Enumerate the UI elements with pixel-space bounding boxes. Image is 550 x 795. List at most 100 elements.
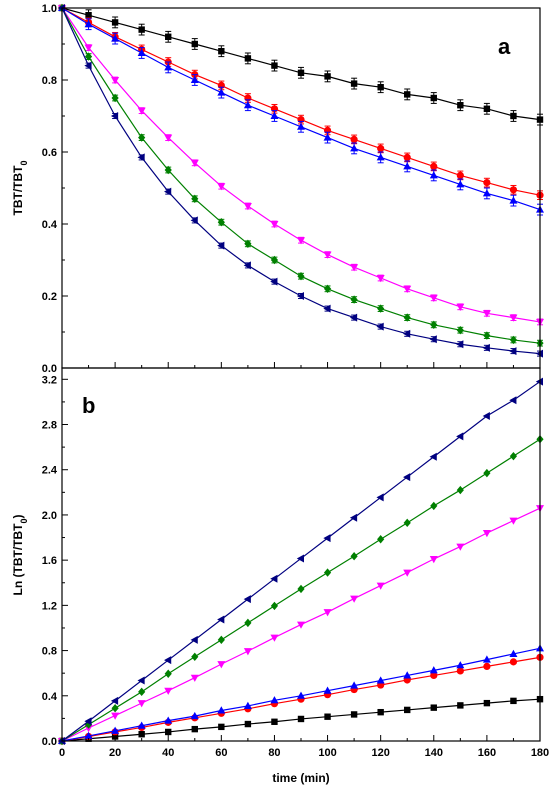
data-point (376, 582, 385, 590)
data-point (270, 696, 279, 704)
data-point (483, 331, 491, 340)
data-point (190, 711, 199, 720)
data-point (403, 313, 411, 322)
panel-b-series-circle (58, 653, 544, 745)
data-point (429, 452, 437, 461)
data-point (270, 255, 279, 265)
data-point (349, 513, 358, 522)
data-point (323, 251, 332, 259)
data-point (243, 261, 251, 270)
data-point (84, 20, 93, 28)
data-point (297, 122, 305, 130)
data-point (218, 48, 225, 55)
data-point (430, 320, 438, 329)
data-point (350, 295, 358, 304)
panel-b-y-tick-label: 1.2 (42, 600, 57, 612)
data-point (190, 674, 199, 682)
data-point (111, 77, 120, 85)
data-point (164, 187, 172, 196)
data-point (111, 704, 119, 713)
data-point (323, 304, 331, 313)
panel-a-x-ticks (61, 362, 541, 368)
data-point (456, 661, 465, 669)
data-point (376, 275, 385, 283)
data-point (165, 33, 172, 40)
data-point (244, 55, 252, 62)
data-point (111, 726, 120, 734)
data-point (217, 661, 226, 669)
data-point (350, 595, 359, 603)
data-point (350, 711, 358, 718)
data-point (456, 485, 464, 495)
data-point (510, 112, 517, 120)
data-point (482, 530, 491, 538)
data-point (483, 662, 491, 671)
data-point (270, 574, 278, 583)
panel-a-series-triangle-left (57, 4, 543, 358)
x-tick-label: 180 (531, 747, 549, 759)
series-line (61, 381, 541, 742)
data-point (218, 723, 225, 731)
data-point (377, 84, 384, 91)
data-point (483, 468, 491, 478)
data-point (482, 655, 491, 663)
data-point (509, 314, 518, 322)
data-point (429, 294, 438, 302)
data-point (165, 728, 172, 736)
panel-b-y-tick-label: 2.0 (42, 510, 57, 522)
panel-b-series-square (58, 695, 544, 745)
data-point (110, 112, 119, 120)
data-point (84, 61, 92, 70)
panel-a-y-tick-label: 0.6 (42, 147, 57, 159)
panel-a-y-tick-label: 0.8 (42, 75, 57, 87)
data-point (403, 285, 412, 293)
data-point (191, 725, 198, 733)
data-point (403, 473, 411, 482)
data-point (429, 556, 438, 564)
data-point (482, 343, 490, 352)
data-point (429, 335, 437, 344)
data-point (376, 676, 385, 684)
data-point (404, 706, 411, 714)
data-point (111, 19, 119, 26)
data-point (429, 171, 438, 179)
panel-b-frame (61, 367, 541, 742)
panel-b-y-tick-label: 0.8 (42, 646, 57, 658)
data-point (377, 535, 385, 544)
panel-b-letter: b (82, 393, 95, 418)
data-point (297, 69, 305, 76)
data-point (164, 687, 173, 695)
data-point (350, 135, 358, 143)
data-point (190, 159, 199, 167)
data-point (164, 669, 172, 678)
data-point (510, 697, 517, 705)
panel-b-x-ticks: 0 20 40 60 80 100 120 140 160 180 (59, 735, 549, 759)
data-point (137, 107, 146, 115)
data-point (509, 658, 518, 666)
data-point (191, 194, 199, 203)
data-point (377, 708, 384, 716)
data-point (350, 144, 359, 152)
data-point (297, 691, 305, 699)
data-point (164, 134, 173, 142)
panel-a-y-tick-label: 1.0 (42, 3, 57, 15)
data-point (323, 686, 332, 694)
data-point (244, 720, 252, 728)
x-tick-label: 0 (59, 747, 65, 759)
data-point (403, 569, 412, 577)
data-point (297, 621, 305, 629)
data-point (137, 48, 146, 56)
data-point (456, 180, 465, 188)
data-point (84, 52, 93, 61)
x-tick-label: 40 (162, 747, 174, 759)
data-point (403, 518, 411, 528)
data-point (217, 183, 226, 191)
data-point (430, 671, 438, 680)
data-point (404, 91, 411, 98)
data-point (430, 501, 438, 511)
data-point (111, 34, 120, 42)
data-point (217, 88, 226, 96)
data-point (457, 702, 464, 709)
data-point (217, 241, 225, 250)
data-point (323, 609, 332, 617)
